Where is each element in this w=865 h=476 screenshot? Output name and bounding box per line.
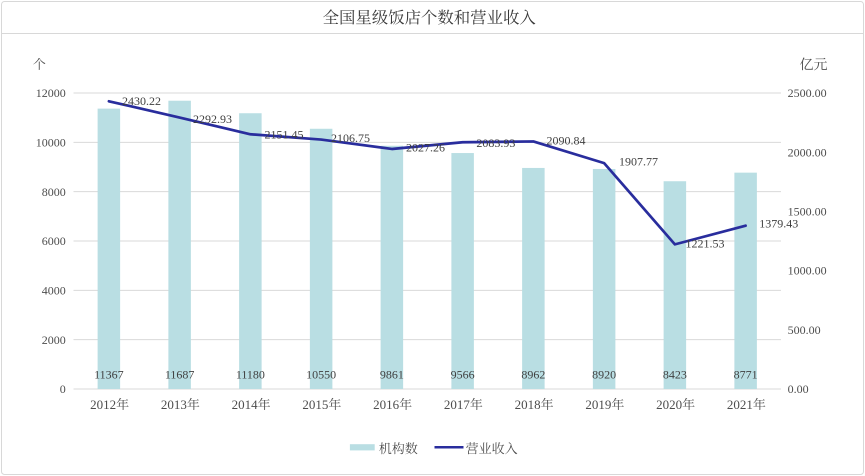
svg-text:11367: 11367 <box>94 367 124 381</box>
svg-text:2012: 2012 <box>90 397 116 412</box>
svg-text:8920: 8920 <box>592 367 616 381</box>
svg-text:2000.00: 2000.00 <box>788 145 827 159</box>
svg-text:2083.93: 2083.93 <box>476 136 515 150</box>
svg-text:2020: 2020 <box>656 397 682 412</box>
svg-text:2014: 2014 <box>232 397 259 412</box>
svg-text:1379.43: 1379.43 <box>759 217 798 231</box>
svg-text:8962: 8962 <box>521 367 545 381</box>
svg-text:2019: 2019 <box>585 397 611 412</box>
svg-text:2090.84: 2090.84 <box>547 133 586 147</box>
svg-text:8771: 8771 <box>734 367 758 381</box>
svg-text:2000: 2000 <box>42 333 66 347</box>
svg-text:1221.53: 1221.53 <box>686 237 725 251</box>
svg-text:1500.00: 1500.00 <box>788 205 827 219</box>
svg-text:2151.45: 2151.45 <box>265 127 304 141</box>
svg-text:8423: 8423 <box>663 367 687 381</box>
svg-text:2018: 2018 <box>515 397 541 412</box>
svg-text:4000: 4000 <box>42 283 66 297</box>
svg-text:2027.26: 2027.26 <box>406 141 445 155</box>
svg-text:10000: 10000 <box>36 135 66 149</box>
svg-text:2430.22: 2430.22 <box>122 94 161 108</box>
svg-text:2292.93: 2292.93 <box>193 112 232 126</box>
svg-text:9861: 9861 <box>380 367 404 381</box>
svg-text:2106.75: 2106.75 <box>331 131 370 145</box>
svg-text:0.00: 0.00 <box>788 382 809 396</box>
svg-text:0: 0 <box>60 382 66 396</box>
svg-text:12000: 12000 <box>36 86 66 100</box>
svg-text:11180: 11180 <box>236 367 265 381</box>
svg-text:2017: 2017 <box>444 397 471 412</box>
svg-text:6000: 6000 <box>42 234 66 248</box>
svg-text:2013: 2013 <box>161 397 187 412</box>
svg-text:11687: 11687 <box>165 367 195 381</box>
svg-text:2021: 2021 <box>727 397 753 412</box>
svg-text:500.00: 500.00 <box>788 323 821 337</box>
svg-text:2016: 2016 <box>373 397 400 412</box>
svg-text:8000: 8000 <box>42 185 66 199</box>
svg-text:1907.77: 1907.77 <box>619 155 658 169</box>
svg-text:1000.00: 1000.00 <box>788 264 827 278</box>
svg-text:2015: 2015 <box>302 397 328 412</box>
svg-text:9566: 9566 <box>451 367 475 381</box>
svg-text:10550: 10550 <box>306 367 336 381</box>
svg-text:2500.00: 2500.00 <box>788 86 827 100</box>
